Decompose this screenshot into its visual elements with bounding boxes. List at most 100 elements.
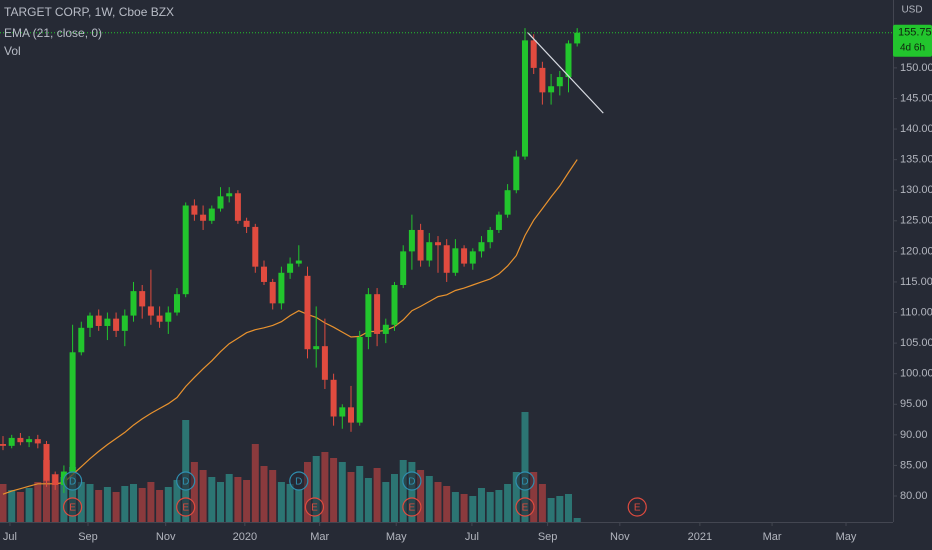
candle-body [530, 40, 537, 68]
y-tick-label: 120.00 [900, 245, 932, 257]
candle-body [469, 251, 476, 264]
x-tick-label: 2021 [688, 531, 712, 543]
volume-bar [408, 462, 416, 522]
volume-bar [208, 477, 216, 522]
y-tick-label: 145.00 [900, 92, 932, 104]
event-label: D [521, 477, 528, 488]
event-label: E [182, 503, 189, 514]
candle-body [356, 336, 363, 423]
volume-bar [77, 482, 85, 522]
candle-body [0, 444, 7, 446]
volume-bar [521, 412, 529, 522]
volume-bar [95, 490, 103, 522]
candle-body [17, 437, 24, 443]
candle-body [382, 324, 389, 334]
candle-body [34, 439, 41, 444]
event-marker [402, 471, 422, 491]
y-tick-label: 100.00 [900, 368, 932, 380]
candle-body [243, 220, 250, 227]
volume-bar [112, 492, 120, 522]
x-tick-label: Jul [465, 531, 479, 543]
event-marker [176, 471, 196, 491]
volume-bar [547, 498, 555, 522]
candle-body [539, 67, 546, 93]
candle-body [182, 205, 189, 295]
event-label: E [409, 503, 416, 514]
candle-body [200, 214, 207, 221]
candle-body [147, 306, 154, 316]
volume-bar [260, 466, 268, 522]
volume-bar [556, 496, 564, 522]
volume-bar [512, 472, 520, 522]
volume-bar [286, 484, 294, 522]
event-label: E [522, 503, 529, 514]
volume-bar [530, 472, 538, 522]
y-tick-label: 85.00 [900, 459, 928, 471]
candle-body [121, 315, 128, 331]
y-tick-label: 115.00 [900, 276, 932, 288]
volume-bar [504, 484, 512, 522]
candle-body [521, 40, 528, 157]
candle-body [295, 260, 302, 264]
candle-body [260, 266, 267, 282]
candle-body [252, 226, 259, 267]
candle-body [478, 242, 485, 252]
currency-label: USD [901, 5, 922, 16]
volume-bar [451, 492, 459, 522]
volume-bar [121, 486, 129, 522]
candle-body [78, 327, 85, 353]
event-marker [63, 471, 83, 491]
x-tick-label: Nov [610, 531, 630, 543]
candle-body [234, 193, 241, 221]
volume-bar [434, 482, 442, 522]
countdown-label: 4d 6h [900, 42, 925, 53]
y-tick-label: 135.00 [900, 154, 932, 166]
volume-bar [16, 492, 24, 522]
candle-body [556, 77, 563, 87]
event-label: D [295, 477, 302, 488]
volume-bar [156, 490, 164, 522]
volume-bar [60, 477, 68, 522]
volume-bar [399, 460, 407, 522]
event-marker [402, 497, 422, 517]
candle-body [548, 86, 555, 93]
candle-body [95, 315, 102, 326]
y-tick-label: 150.00 [900, 62, 932, 74]
event-label: D [408, 477, 415, 488]
volume-bar [147, 482, 155, 522]
event-marker [176, 497, 196, 517]
volume-bar [321, 452, 329, 522]
candle-body [452, 248, 459, 273]
indicator-label: EMA (21, close, 0) [4, 26, 102, 40]
candle-body [426, 242, 433, 261]
event-marker [515, 497, 535, 517]
x-tick-label: Nov [156, 531, 176, 543]
y-tick-label: 105.00 [900, 337, 932, 349]
candle-body [226, 193, 233, 197]
x-tick-label: Jul [3, 531, 17, 543]
volume-bar [173, 480, 181, 522]
volume-bar [269, 470, 277, 522]
candle-body [417, 229, 424, 261]
candle-body [104, 318, 111, 326]
last-price-box [893, 24, 932, 57]
candle-body [321, 346, 328, 380]
volume-bar [573, 518, 581, 522]
x-tick-label: Mar [763, 531, 782, 543]
x-tick-label: May [836, 531, 857, 543]
candle-body [513, 156, 520, 191]
volume-bar [190, 462, 198, 522]
volume-bar [564, 494, 572, 522]
candle-body [365, 294, 372, 337]
volume-bar [138, 488, 146, 522]
volume-bar [425, 476, 433, 522]
volume-bar [34, 482, 42, 522]
event-marker [63, 497, 83, 517]
y-tick-label: 95.00 [900, 398, 928, 410]
candle-body [208, 208, 215, 221]
x-tick-label: Sep [78, 531, 98, 543]
volume-bar [129, 484, 137, 522]
event-label: D [182, 477, 189, 488]
x-tick-label: May [386, 531, 407, 543]
